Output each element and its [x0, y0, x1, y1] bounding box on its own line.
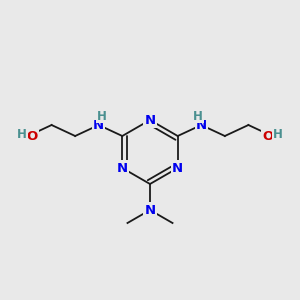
Text: O: O	[26, 130, 38, 142]
Text: N: N	[144, 203, 156, 217]
Text: H: H	[17, 128, 27, 142]
Text: N: N	[196, 118, 207, 131]
Text: N: N	[172, 161, 183, 175]
Text: H: H	[193, 110, 203, 122]
Text: O: O	[262, 130, 274, 142]
Text: N: N	[117, 161, 128, 175]
Text: H: H	[97, 110, 107, 122]
Text: N: N	[93, 118, 104, 131]
Text: H: H	[273, 128, 283, 142]
Text: N: N	[144, 113, 156, 127]
